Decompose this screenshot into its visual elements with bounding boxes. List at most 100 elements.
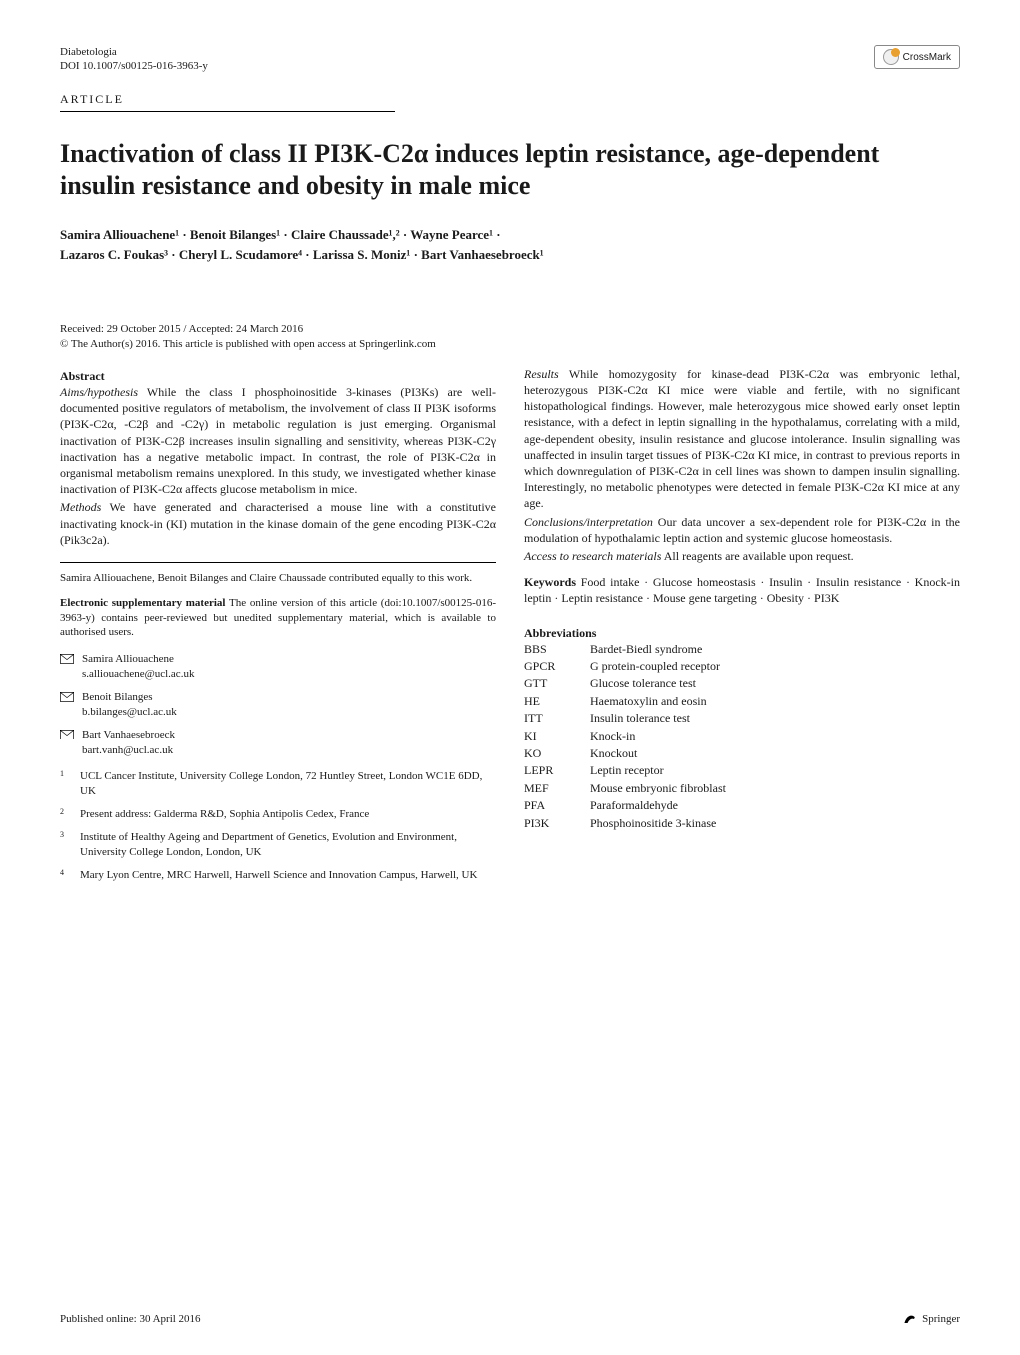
abbrev-key: GTT bbox=[524, 675, 576, 692]
springer-horse-icon bbox=[902, 1311, 918, 1327]
received-accepted-dates: Received: 29 October 2015 / Accepted: 24… bbox=[60, 322, 960, 337]
abbrev-val: Insulin tolerance test bbox=[590, 710, 690, 727]
esm-heading: Electronic supplementary material bbox=[60, 597, 225, 609]
abstract-access: Access to research materials All reagent… bbox=[524, 548, 960, 564]
right-column: Results While homozygosity for kinase-de… bbox=[524, 366, 960, 891]
abstract-results: Results While homozygosity for kinase-de… bbox=[524, 366, 960, 512]
keywords-block: Keywords Food intake · Glucose homeostas… bbox=[524, 574, 960, 606]
affil-num-2: 2 bbox=[60, 807, 70, 822]
abbrev-key: PI3K bbox=[524, 815, 576, 832]
corr-name-email-1: Samira Alliouachene s.alliouachene@ucl.a… bbox=[82, 652, 194, 682]
access-label: Access to research materials bbox=[524, 549, 661, 563]
aims-label: Aims/hypothesis bbox=[60, 385, 138, 399]
abstract-conclusions: Conclusions/interpretation Our data unco… bbox=[524, 514, 960, 546]
affiliation-list: 1 UCL Cancer Institute, University Colle… bbox=[60, 769, 496, 882]
methods-label: Methods bbox=[60, 500, 101, 514]
contribution-note: Samira Alliouachene, Benoit Bilanges and… bbox=[60, 571, 496, 586]
abbrev-val: Mouse embryonic fibroblast bbox=[590, 780, 726, 797]
authors-line-1: Samira Alliouachene¹ · Benoit Bilanges¹ … bbox=[60, 225, 960, 246]
affiliation-3: 3 Institute of Healthy Ageing and Depart… bbox=[60, 830, 496, 860]
journal-name: Diabetologia bbox=[60, 45, 208, 59]
abbrev-row: ITT Insulin tolerance test bbox=[524, 710, 960, 727]
left-footnote-rule bbox=[60, 562, 496, 563]
crossmark-icon bbox=[883, 49, 899, 65]
abbrev-key: KO bbox=[524, 745, 576, 762]
correspondence-3: Bart Vanhaesebroeck bart.vanh@ucl.ac.uk bbox=[60, 728, 496, 758]
dates-license-block: Received: 29 October 2015 / Accepted: 24… bbox=[60, 322, 960, 352]
affil-text-4: Mary Lyon Centre, MRC Harwell, Harwell S… bbox=[80, 868, 477, 883]
affil-text-1: UCL Cancer Institute, University College… bbox=[80, 769, 496, 799]
abbrev-row: GTTGlucose tolerance test bbox=[524, 675, 960, 692]
abbrev-key: LEPR bbox=[524, 762, 576, 779]
abbrev-row: GPCRG protein-coupled receptor bbox=[524, 658, 960, 675]
mail-icon bbox=[60, 654, 74, 664]
abbrev-val: Bardet-Biedl syndrome bbox=[590, 641, 702, 658]
article-type-label: ARTICLE bbox=[60, 92, 960, 107]
corr-name-1: Samira Alliouachene bbox=[82, 652, 194, 667]
corr-email-3[interactable]: bart.vanh@ucl.ac.uk bbox=[82, 743, 175, 758]
abbrev-val: Paraformaldehyde bbox=[590, 797, 678, 814]
abbrev-val: Leptin receptor bbox=[590, 762, 664, 779]
abbrev-row: KO Knockout bbox=[524, 745, 960, 762]
abbrev-key: PFA bbox=[524, 797, 576, 814]
correspondence-2: Benoit Bilanges b.bilanges@ucl.ac.uk bbox=[60, 690, 496, 720]
affil-text-2: Present address: Galderma R&D, Sophia An… bbox=[80, 807, 369, 822]
corr-email-2[interactable]: b.bilanges@ucl.ac.uk bbox=[82, 705, 177, 720]
abbrev-key: MEF bbox=[524, 780, 576, 797]
published-online: Published online: 30 April 2016 bbox=[60, 1313, 201, 1325]
mail-icon bbox=[60, 692, 74, 702]
abbrev-val: Knock-in bbox=[590, 728, 635, 745]
author-list: Samira Alliouachene¹ · Benoit Bilanges¹ … bbox=[60, 225, 960, 267]
abstract-methods: Methods We have generated and characteri… bbox=[60, 499, 496, 548]
results-text: While homozygosity for kinase-dead PI3K-… bbox=[524, 367, 960, 511]
crossmark-label: CrossMark bbox=[903, 52, 951, 63]
abbrev-row: MEF Mouse embryonic fibroblast bbox=[524, 780, 960, 797]
abbrev-row: BBSBardet-Biedl syndrome bbox=[524, 641, 960, 658]
abbrev-row: HE Haematoxylin and eosin bbox=[524, 693, 960, 710]
abbrev-row: LEPR Leptin receptor bbox=[524, 762, 960, 779]
page-footer: Published online: 30 April 2016 Springer bbox=[60, 1311, 960, 1327]
affil-text-3: Institute of Healthy Ageing and Departme… bbox=[80, 830, 496, 860]
abbrev-row: PI3K Phosphoinositide 3-kinase bbox=[524, 815, 960, 832]
corr-name-2: Benoit Bilanges bbox=[82, 690, 177, 705]
journal-doi-block: Diabetologia DOI 10.1007/s00125-016-3963… bbox=[60, 45, 208, 74]
affiliation-2: 2 Present address: Galderma R&D, Sophia … bbox=[60, 807, 496, 822]
abbrev-val: Phosphoinositide 3-kinase bbox=[590, 815, 716, 832]
access-text: All reagents are available upon request. bbox=[661, 549, 853, 563]
license-line: © The Author(s) 2016. This article is pu… bbox=[60, 337, 960, 352]
abbrev-key: KI bbox=[524, 728, 576, 745]
correspondence-block: Samira Alliouachene s.alliouachene@ucl.a… bbox=[60, 652, 496, 757]
methods-text: We have generated and characterised a mo… bbox=[60, 500, 496, 546]
abbrev-key: ITT bbox=[524, 710, 576, 727]
page-header: Diabetologia DOI 10.1007/s00125-016-3963… bbox=[60, 45, 960, 74]
corr-email-1[interactable]: s.alliouachene@ucl.ac.uk bbox=[82, 667, 194, 682]
publisher-name: Springer bbox=[922, 1313, 960, 1325]
body-columns: Abstract Aims/hypothesis While the class… bbox=[60, 366, 960, 891]
corr-name-email-3: Bart Vanhaesebroeck bart.vanh@ucl.ac.uk bbox=[82, 728, 175, 758]
aims-text: While the class I phosphoinositide 3-kin… bbox=[60, 385, 496, 496]
affil-num-3: 3 bbox=[60, 830, 70, 860]
affiliation-4: 4 Mary Lyon Centre, MRC Harwell, Harwell… bbox=[60, 868, 496, 883]
results-label: Results bbox=[524, 367, 559, 381]
article-label-rule bbox=[60, 111, 395, 112]
abbrev-row: KI Knock-in bbox=[524, 728, 960, 745]
abbrev-val: Knockout bbox=[590, 745, 637, 762]
article-title: Inactivation of class II PI3K-C2α induce… bbox=[60, 138, 960, 203]
corr-name-email-2: Benoit Bilanges b.bilanges@ucl.ac.uk bbox=[82, 690, 177, 720]
authors-line-2: Lazaros C. Foukas³ · Cheryl L. Scudamore… bbox=[60, 245, 960, 266]
abstract-aims: Aims/hypothesis While the class I phosph… bbox=[60, 384, 496, 497]
abbrev-row: PFA Paraformaldehyde bbox=[524, 797, 960, 814]
abbrev-val: Haematoxylin and eosin bbox=[590, 693, 707, 710]
abbreviations-block: Abbreviations BBSBardet-Biedl syndrome G… bbox=[524, 625, 960, 832]
abbrev-key: HE bbox=[524, 693, 576, 710]
doi-line: DOI 10.1007/s00125-016-3963-y bbox=[60, 59, 208, 73]
crossmark-badge[interactable]: CrossMark bbox=[874, 45, 960, 69]
abbrev-key: GPCR bbox=[524, 658, 576, 675]
correspondence-1: Samira Alliouachene s.alliouachene@ucl.a… bbox=[60, 652, 496, 682]
corr-name-3: Bart Vanhaesebroeck bbox=[82, 728, 175, 743]
affiliation-1: 1 UCL Cancer Institute, University Colle… bbox=[60, 769, 496, 799]
left-column: Abstract Aims/hypothesis While the class… bbox=[60, 366, 496, 891]
abbreviations-heading: Abbreviations bbox=[524, 625, 960, 641]
esm-note: Electronic supplementary material The on… bbox=[60, 596, 496, 641]
affil-num-4: 4 bbox=[60, 868, 70, 883]
